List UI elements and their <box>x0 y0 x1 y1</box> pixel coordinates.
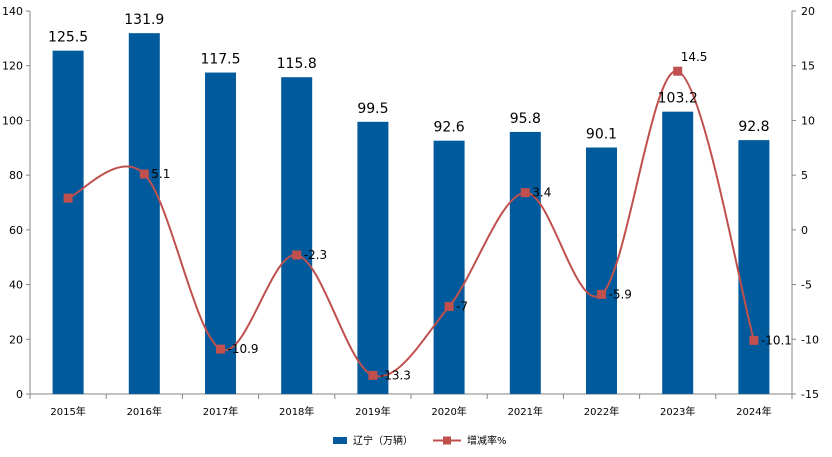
bar <box>509 131 541 394</box>
right-tick-label: 10 <box>801 114 815 127</box>
bar <box>662 111 694 394</box>
bar <box>357 121 389 395</box>
line-marker <box>597 289 606 299</box>
left-tick-label: 100 <box>2 114 23 127</box>
bar-value-label: 125.5 <box>48 30 88 46</box>
x-tick-label: 2018年 <box>279 405 314 418</box>
line-value-label: 14.5 <box>681 50 708 64</box>
bar-value-label: 90.1 <box>586 127 617 143</box>
bar-value-label: 95.8 <box>510 111 541 127</box>
bar-series <box>52 33 770 395</box>
x-tick-label: 2023年 <box>660 405 695 418</box>
x-tick-label: 2016年 <box>127 405 162 418</box>
line-marker <box>63 193 73 203</box>
bar-value-label: 92.8 <box>738 119 769 135</box>
left-tick-label: 60 <box>9 224 23 237</box>
right-tick-label: 0 <box>801 224 808 237</box>
legend-line-marker <box>443 436 451 445</box>
right-tick-label: -5 <box>801 279 812 292</box>
x-tick-label: 2015年 <box>50 405 85 418</box>
line-marker <box>444 301 454 311</box>
right-tick-label: 15 <box>801 60 815 73</box>
line-marker <box>292 250 302 260</box>
right-y-axis: -15 -10 -5 0 5 10 15 20 <box>791 5 819 401</box>
x-tick-label: 2021年 <box>508 405 543 418</box>
bar-value-label: 103.2 <box>658 91 698 107</box>
bar-data-labels: 125.5 131.9 117.5 115.8 99.5 92.6 95.8 90.1 103.… <box>48 12 769 142</box>
left-tick-label: 40 <box>9 279 23 292</box>
line-marker <box>139 169 149 179</box>
x-axis: 2015年 2016年 2017年 2018年 2019年 2020年 2021年 2022年… <box>29 393 793 418</box>
left-tick-label: 120 <box>2 60 23 73</box>
bar <box>738 140 770 394</box>
bar-value-label: 115.8 <box>277 56 317 72</box>
right-tick-label: 20 <box>801 5 815 18</box>
line-value-label: -7 <box>456 299 468 313</box>
right-tick-label: -10 <box>801 333 819 346</box>
line-value-label: -10.1 <box>761 333 792 347</box>
left-tick-label: 0 <box>16 388 23 401</box>
line-value-label: -5.9 <box>609 287 632 301</box>
legend-bar-swatch <box>333 437 347 444</box>
line-marker <box>216 344 225 354</box>
line-marker <box>749 335 759 345</box>
right-tick-label: 5 <box>801 169 808 182</box>
line-marker <box>368 370 378 380</box>
x-tick-label: 2020年 <box>431 405 466 418</box>
right-tick-label: -15 <box>801 388 819 401</box>
line-value-label: -13.3 <box>380 368 411 382</box>
line-marker <box>520 188 530 198</box>
line-data-labels: 5.1 -10.9 -2.3 -13.3 -7 3.4 -5.9 14.5 -10.1 <box>151 50 792 382</box>
x-tick-label: 2022年 <box>584 405 619 418</box>
legend-line-label: 增减率% <box>467 434 507 447</box>
bar-value-label: 131.9 <box>124 12 164 28</box>
left-tick-label: 20 <box>9 333 23 346</box>
line-value-label: 5.1 <box>151 167 170 181</box>
bar <box>433 140 465 394</box>
legend-bar-label: 辽宁（万辆） <box>353 434 413 447</box>
left-tick-label: 80 <box>9 169 23 182</box>
bar <box>205 72 236 394</box>
line-value-label: -2.3 <box>304 248 327 262</box>
x-tick-label: 2024年 <box>736 405 771 418</box>
x-tick-label: 2017年 <box>203 405 238 418</box>
bar <box>586 147 617 394</box>
line-marker <box>673 66 683 76</box>
line-path <box>67 70 755 378</box>
left-tick-label: 140 <box>2 5 23 18</box>
bar <box>52 50 84 395</box>
bar <box>281 77 313 394</box>
line-series <box>63 66 759 380</box>
bar-value-label: 92.6 <box>434 120 465 136</box>
line-value-label: -10.9 <box>228 342 259 356</box>
line-value-label: 3.4 <box>532 186 551 200</box>
x-tick-label: 2019年 <box>355 405 390 418</box>
left-y-axis: 0 20 40 60 80 100 120 140 <box>2 5 31 401</box>
bar-value-label: 117.5 <box>200 52 240 68</box>
bar-value-label: 99.5 <box>357 101 388 117</box>
legend: 辽宁（万辆） 增减率% <box>333 434 507 447</box>
bar <box>128 33 160 394</box>
